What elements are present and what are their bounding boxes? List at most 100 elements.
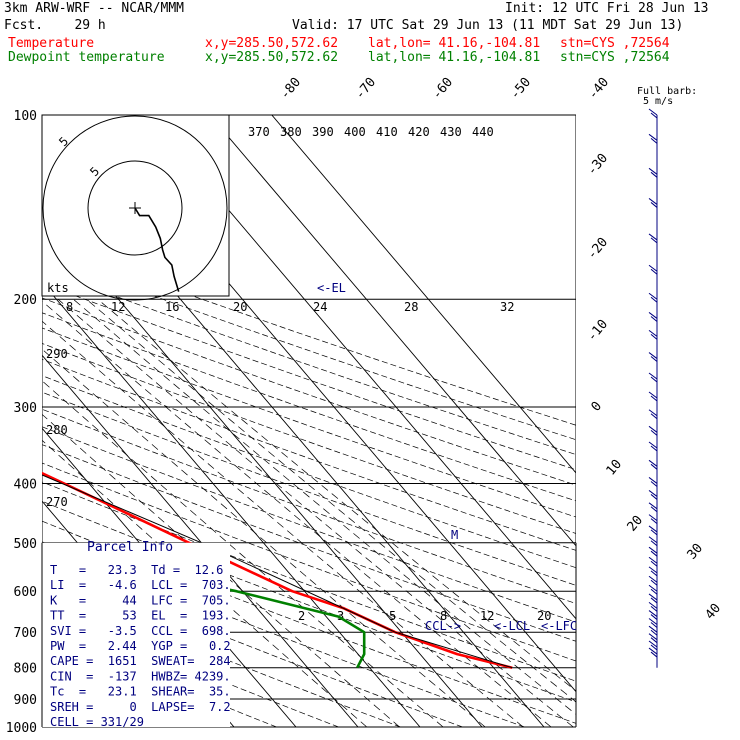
isotherm-label: 0 [589, 399, 606, 415]
dry-adiabat-label: 280 [46, 423, 68, 437]
parcel-info-background [42, 542, 230, 727]
wind-barb [648, 525, 658, 533]
dry-adiabat-line [42, 343, 576, 534]
dry-adiabat-line [42, 240, 576, 426]
wind-barb [648, 477, 658, 484]
wind-barb [650, 463, 658, 470]
mixing-ratio-label: 20 [537, 609, 551, 623]
isotherm-label: -70 [353, 75, 380, 103]
init-time: Init: 12 UTC Fri 28 Jun 13 [505, 1, 709, 16]
pressure-label: 500 [14, 537, 37, 552]
wind-barb [648, 490, 658, 497]
theta-label: 380 [280, 125, 302, 139]
wind-barb [648, 640, 658, 648]
dry-adiabat-line [42, 282, 576, 471]
wind-barb [650, 356, 658, 362]
wind-barb [648, 633, 658, 641]
mixing-ratio-line [42, 413, 400, 727]
wind-barb [648, 372, 658, 380]
wind-barb [650, 622, 658, 628]
isotherm-line [271, 115, 576, 474]
mixing-ratio-label: 12 [111, 300, 125, 314]
wind-barb [650, 540, 658, 547]
ccl-marker: CCL-> [425, 619, 461, 633]
wind-barb [648, 546, 658, 554]
wind-barb [648, 329, 658, 337]
pressure-label: 200 [14, 293, 37, 308]
hodograph-ring [87, 160, 183, 256]
mixing-ratio-label: 8 [440, 609, 447, 623]
isotherm-line [42, 354, 359, 727]
wind-barb [650, 413, 658, 420]
isotherm-label: -60 [430, 75, 457, 103]
dry-adiabat-line [42, 500, 576, 703]
dry-adiabat-label: 270 [46, 495, 68, 509]
wind-barb [648, 391, 658, 399]
wind-barb [648, 584, 658, 592]
temperature-latlon: lat,lon= 41.16,-104.81 [368, 36, 541, 51]
wind-barb [648, 133, 658, 141]
valid-time: Valid: 17 UTC Sat 29 Jun 13 (11 MDT Sat … [292, 18, 684, 33]
wind-barb [648, 352, 658, 359]
chart-header: 3km ARW-WRF -- NCAR/MMM Init: 12 UTC Fri… [0, 0, 740, 70]
wind-barb [648, 459, 658, 467]
barb-legend-speed: 5 m/s [643, 96, 673, 107]
temperature-legend: Temperature [8, 36, 95, 51]
mixing-ratio-label: 12 [480, 609, 494, 623]
theta-label: 440 [472, 125, 494, 139]
wind-barb [650, 395, 658, 402]
isotherm-line [42, 281, 421, 727]
theta-label: 420 [408, 125, 430, 139]
wind-barb [650, 629, 658, 636]
mixing-ratio-label: 20 [233, 300, 247, 314]
barb-legend-title: Full barb: [637, 86, 697, 97]
wind-barb [650, 333, 658, 340]
mixing-ratio-label: 3 [337, 609, 344, 623]
mixing-ratio-label: 16 [165, 300, 179, 314]
wind-barb [648, 514, 658, 522]
parcel-info-row: SVI = -3.5 CCL = 698. [50, 624, 231, 638]
parcel-info-row: CIN = -137 HWBZ= 4239. [50, 669, 231, 683]
isotherm-label: -10 [585, 317, 612, 345]
parcel-info-row: LI = -4.6 LCL = 703. [50, 578, 231, 592]
wind-barb [648, 647, 658, 655]
temperature-station: stn=CYS ,72564 [560, 36, 670, 51]
wind-barb [648, 198, 658, 205]
parcel-info-row: PW = 2.44 YGP = 0.2 [50, 639, 231, 653]
wind-barb [648, 264, 658, 272]
wind-barb [648, 618, 658, 625]
wind-barb [650, 429, 658, 436]
sounding-profiles [42, 471, 513, 669]
lfc-marker: <-LFC [541, 619, 577, 633]
isotherm-label: -30 [585, 151, 612, 179]
wind-barb [648, 441, 658, 449]
mixing-ratio-label: 32 [500, 300, 514, 314]
parcel-info-row: K = 44 LFC = 705. [50, 593, 231, 607]
wind-barb [650, 316, 658, 322]
mixing-ratio-line [42, 439, 368, 727]
wind-barb [650, 171, 658, 178]
isotherm-label: -80 [278, 75, 305, 103]
mixing-ratio-label: 2 [298, 609, 305, 623]
dry-adiabat-line [42, 268, 576, 455]
dry-adiabat-line [42, 254, 576, 441]
parcel-info-row: Tc = 23.1 SHEAR= 35. [50, 685, 231, 699]
parcel-info-row: SREH = 0 LAPSE= 7.2 [50, 700, 231, 714]
isotherm-label: -20 [585, 235, 612, 263]
wind-barb [648, 233, 658, 241]
wind-barb [650, 550, 658, 557]
wind-barb [648, 108, 658, 116]
dry-adiabat-line [42, 584, 401, 727]
wind-barbs: Full barb:5 m/s [637, 86, 697, 668]
wind-barb [648, 556, 658, 564]
isotherm-label: 10 [604, 457, 626, 479]
mixing-ratio-label: 8 [66, 300, 73, 314]
parcel-info-title: Parcel Info [87, 540, 173, 555]
diagram-grid [42, 115, 576, 727]
dewpoint-profile [42, 551, 366, 669]
wind-barb [650, 637, 658, 644]
wind-barb [650, 518, 658, 524]
wind-barb [650, 445, 658, 452]
hodograph-units: kts [47, 281, 69, 295]
